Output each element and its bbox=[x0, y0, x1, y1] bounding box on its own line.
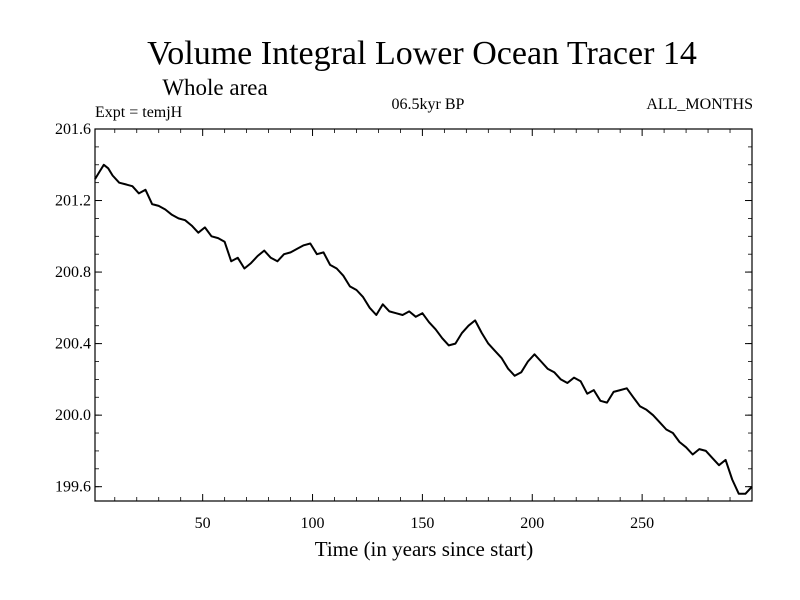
y-tick-label: 200.0 bbox=[55, 407, 91, 424]
series-group bbox=[94, 163, 753, 495]
period-label: 06.5kyr BP bbox=[392, 96, 465, 113]
y-tick-label: 201.2 bbox=[55, 193, 91, 210]
chart-title: Volume Integral Lower Ocean Tracer 14 bbox=[147, 35, 697, 72]
x-tick-label: 150 bbox=[410, 515, 434, 532]
months-label: ALL_MONTHS bbox=[646, 96, 753, 113]
series-line bbox=[94, 163, 753, 495]
x-axis-label: Time (in years since start) bbox=[315, 537, 534, 561]
y-tick-label: 200.4 bbox=[55, 336, 91, 353]
y-axis: 199.6 200.0 200.4 200.8 201.2 201.6 bbox=[55, 121, 752, 496]
x-axis: 50 100 150 200 250 bbox=[114, 129, 731, 532]
plot-frame bbox=[94, 128, 753, 502]
x-tick-label: 50 bbox=[195, 515, 211, 532]
x-tick-label: 100 bbox=[301, 515, 325, 532]
x-tick-label: 250 bbox=[630, 515, 654, 532]
experiment-label: Expt = temjH bbox=[95, 104, 183, 121]
y-tick-label: 200.8 bbox=[55, 264, 91, 281]
y-tick-label: 201.6 bbox=[55, 121, 91, 138]
chart-subtitle: Whole area bbox=[162, 75, 267, 100]
y-tick-label: 199.6 bbox=[55, 479, 91, 496]
x-tick-label: 200 bbox=[520, 515, 544, 532]
